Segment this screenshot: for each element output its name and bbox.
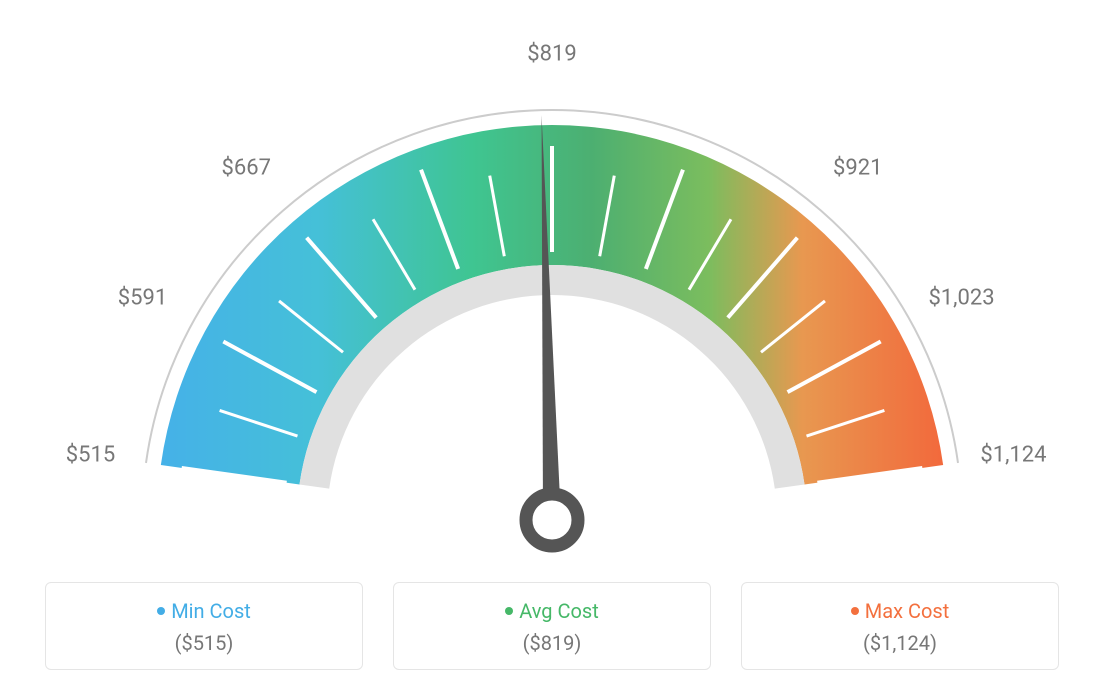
legend-row: Min Cost ($515) Avg Cost ($819) Max Cost… — [0, 582, 1104, 670]
dot-icon — [851, 607, 859, 615]
gauge-tick-label: $667 — [222, 156, 271, 181]
dot-icon — [505, 607, 513, 615]
legend-card-max: Max Cost ($1,124) — [741, 582, 1059, 670]
gauge-tick-label: $921 — [833, 156, 882, 181]
legend-value-avg: ($819) — [406, 631, 698, 655]
gauge-tick-label: $591 — [118, 285, 167, 310]
legend-label-avg: Avg Cost — [519, 599, 599, 623]
legend-value-max: ($1,124) — [754, 631, 1046, 655]
gauge-area: $515 $591 $667 $819 $921 $1,023 $1,124 — [0, 0, 1104, 560]
legend-title-min: Min Cost — [58, 599, 350, 623]
legend-title-max: Max Cost — [754, 599, 1046, 623]
legend-label-max: Max Cost — [865, 599, 950, 623]
legend-title-avg: Avg Cost — [406, 599, 698, 623]
gauge-tick-label: $819 — [527, 42, 576, 67]
gauge-tick-label: $515 — [66, 443, 115, 468]
dot-icon — [157, 607, 165, 615]
gauge-hub — [526, 494, 578, 546]
legend-card-min: Min Cost ($515) — [45, 582, 363, 670]
legend-value-min: ($515) — [58, 631, 350, 655]
gauge-tick-label: $1,023 — [928, 285, 994, 310]
gauge-tick-label: $1,124 — [980, 443, 1046, 468]
legend-card-avg: Avg Cost ($819) — [393, 582, 711, 670]
gauge-svg — [0, 0, 1104, 560]
legend-label-min: Min Cost — [171, 599, 251, 623]
cost-gauge-chart: $515 $591 $667 $819 $921 $1,023 $1,124 Min Cos… — [0, 0, 1104, 690]
